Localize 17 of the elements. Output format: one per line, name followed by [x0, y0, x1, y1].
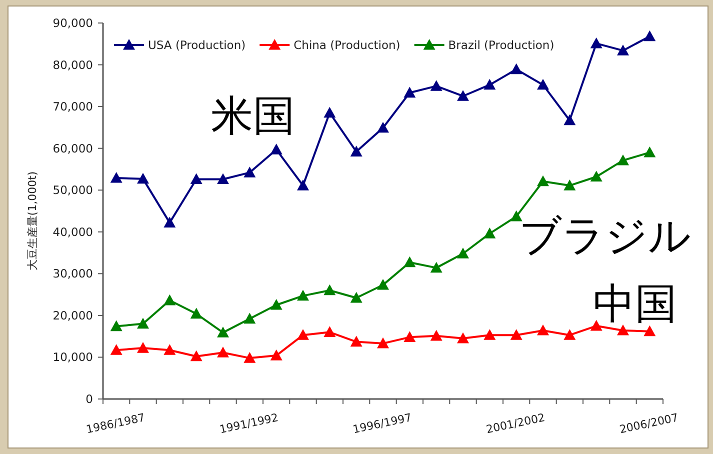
y-tick-label: 30,000	[52, 266, 93, 281]
y-tick-label: 0	[86, 392, 93, 406]
y-tick-label: 60,000	[52, 141, 93, 156]
annotation: ブラジル	[519, 211, 691, 260]
y-tick-label: 40,000	[52, 224, 93, 239]
legend-label: Brazil (Production)	[448, 38, 554, 52]
y-tick-label: 90,000	[52, 16, 93, 30]
y-tick-label: 10,000	[52, 350, 93, 364]
y-tick-label: 50,000	[52, 183, 93, 198]
legend-label: USA (Production)	[148, 38, 246, 52]
legend-label: China (Production)	[294, 38, 400, 52]
y-tick-label: 80,000	[52, 58, 93, 72]
y-tick-label: 70,000	[52, 100, 93, 114]
y-tick-label: 20,000	[52, 308, 93, 322]
annotation: 中国	[593, 279, 677, 328]
annotation: 米国	[211, 91, 295, 140]
y-axis-title: 大豆生産量(1,000t)	[26, 171, 39, 271]
